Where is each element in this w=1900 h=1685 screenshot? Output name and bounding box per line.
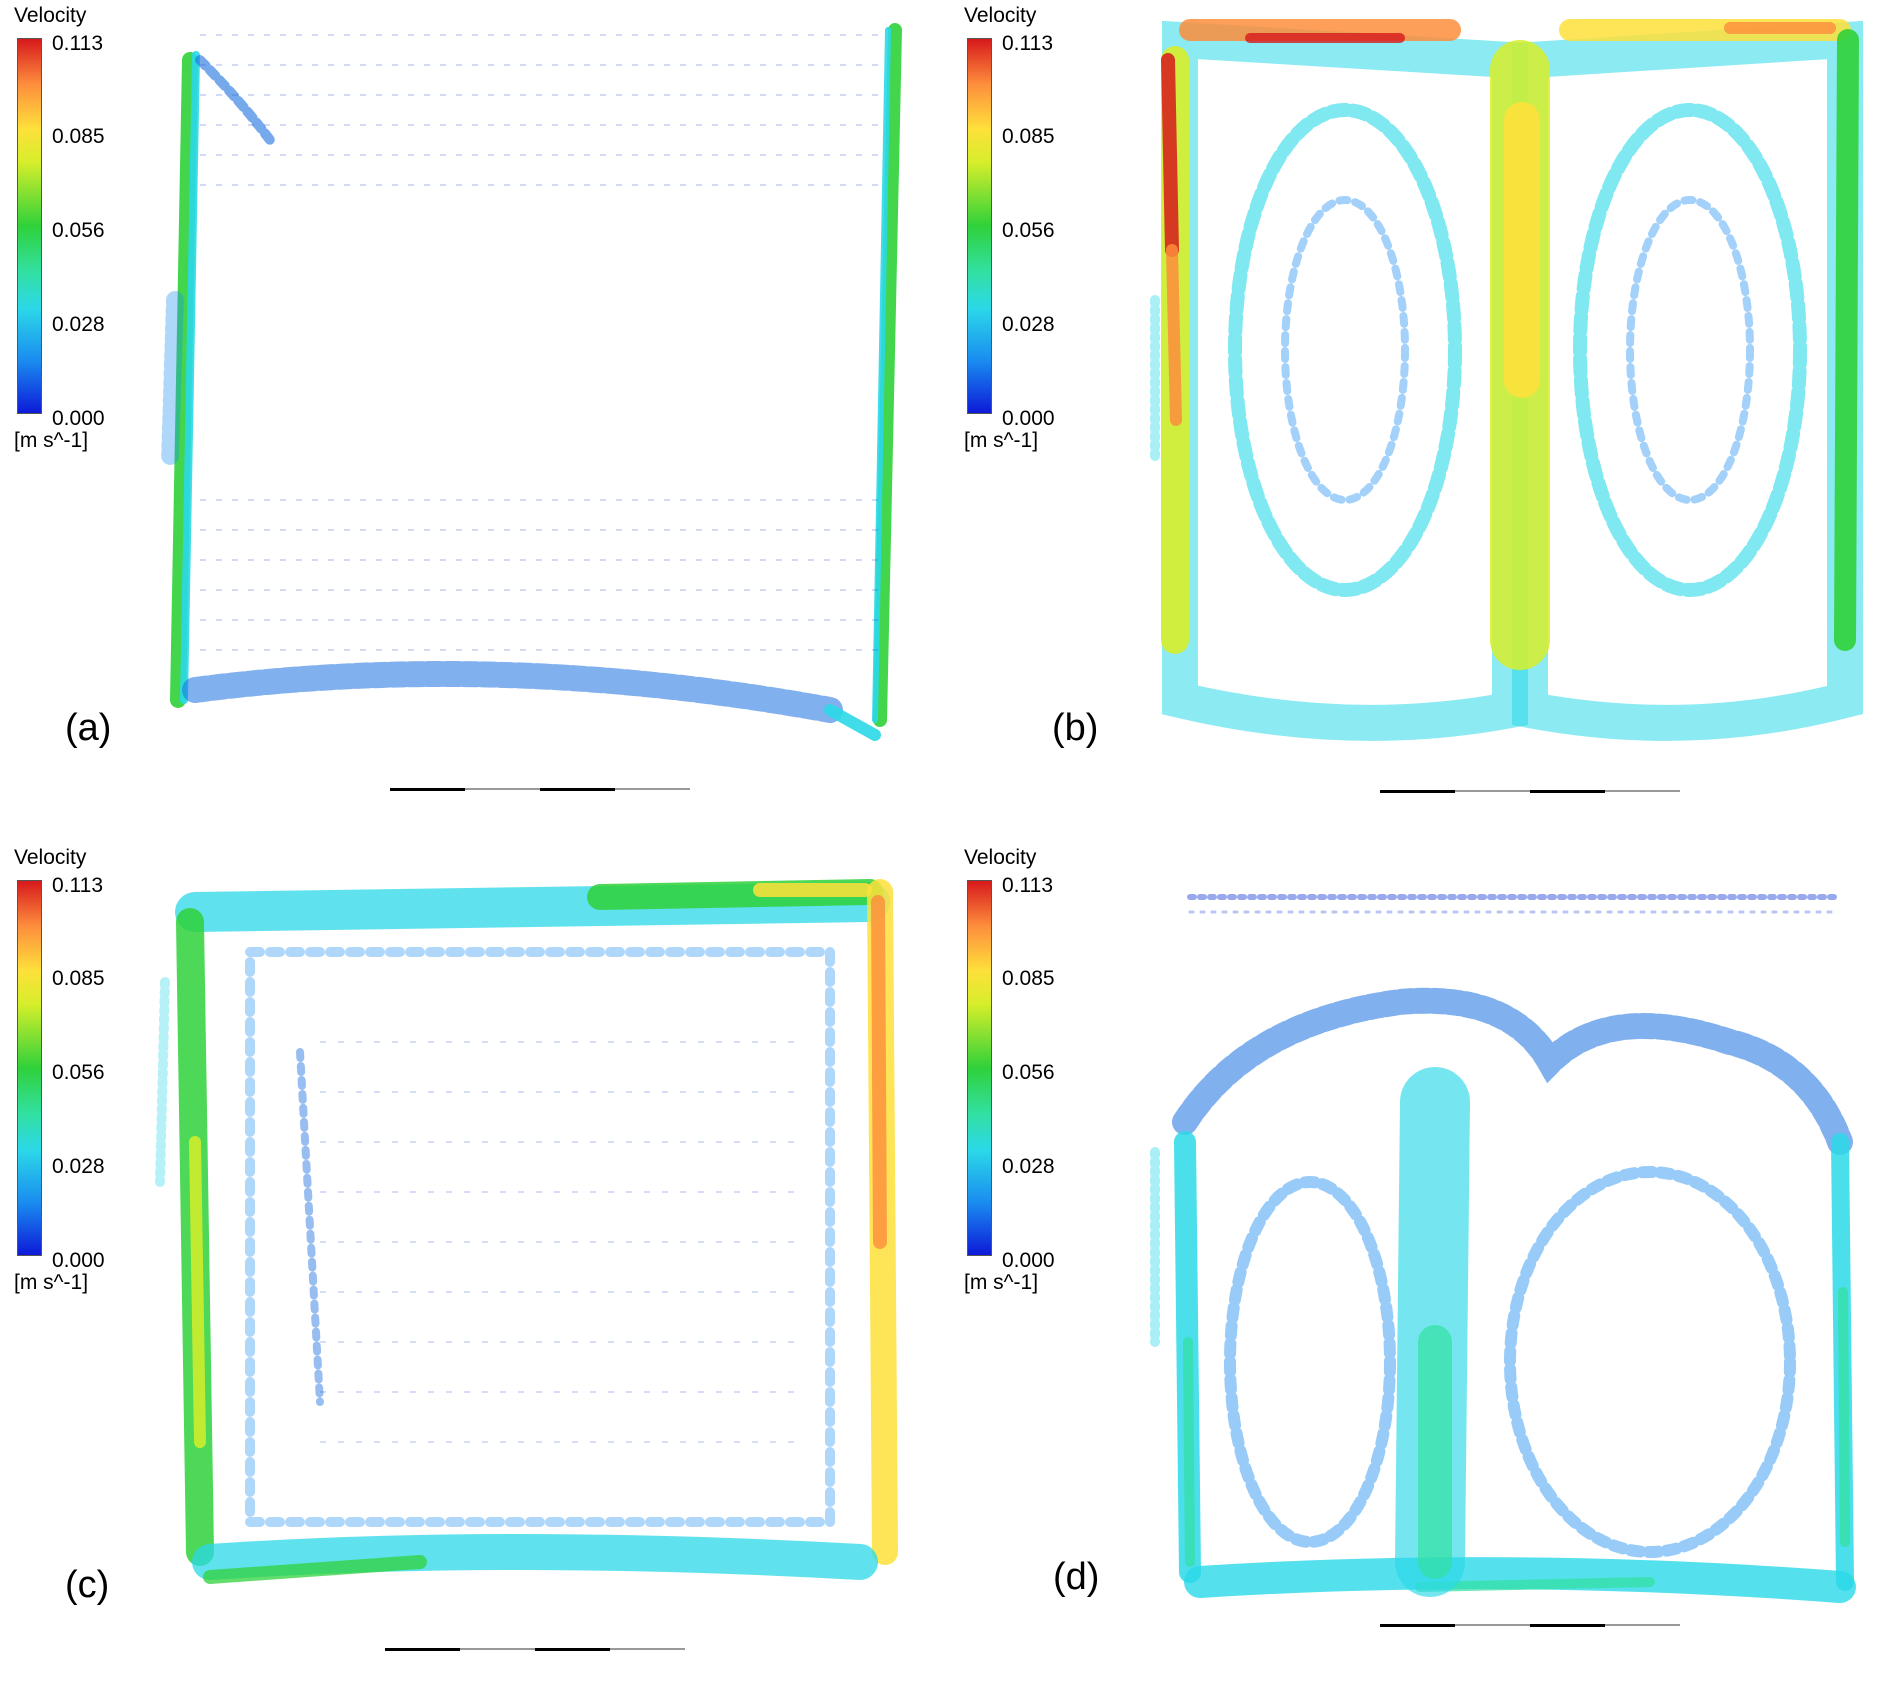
legend-tick-4: 0.028: [1002, 313, 1055, 336]
legend-tick-3: 0.056: [1002, 219, 1055, 242]
panel-a: Velocity 0.113 0.085 0.056 0.028 0.000 […: [0, 0, 950, 842]
panel-d: Velocity 0.113 0.085 0.056 0.028 0.000 […: [950, 842, 1900, 1684]
scale-bar: [1380, 1624, 1680, 1627]
velocity-vector-field: [155, 879, 898, 1584]
weak-flow-region: [200, 34, 880, 651]
legend-tick-4: 0.028: [52, 1155, 105, 1178]
panel-label-d: (d): [1053, 1556, 1100, 1598]
legend-tick-4: 0.028: [1002, 1155, 1055, 1178]
main-flow-bands: [1150, 19, 1863, 741]
velocity-legend: Velocity 0.113 0.085 0.056 0.028 0.000 […: [962, 846, 1122, 1306]
legend-tick-min: 0.000: [1002, 407, 1055, 430]
legend-unit: [m s^-1]: [964, 429, 1039, 452]
legend-tick-max: 0.113: [1002, 32, 1053, 55]
legend-tick-4: 0.028: [52, 313, 105, 336]
legend-tick-min: 0.000: [52, 1249, 105, 1272]
velocity-legend: Velocity 0.113 0.085 0.056 0.028 0.000 […: [12, 846, 172, 1306]
panel-label-a: (a): [65, 707, 112, 749]
legend-tick-2: 0.085: [1002, 967, 1055, 990]
legend-unit: [m s^-1]: [14, 1271, 89, 1294]
legend-tick-3: 0.056: [52, 219, 105, 242]
colorbar: [17, 880, 42, 1256]
main-flow-bands: [155, 879, 898, 1584]
colorbar: [967, 880, 992, 1256]
legend-tick-2: 0.085: [1002, 125, 1055, 148]
main-flow-bands: [161, 23, 902, 741]
weak-flow-region: [320, 1041, 800, 1443]
legend-tick-2: 0.085: [52, 125, 105, 148]
legend-title: Velocity: [964, 846, 1037, 869]
colorbar: [17, 38, 42, 414]
panel-c: Velocity 0.113 0.085 0.056 0.028 0.000 […: [0, 842, 950, 1684]
legend-tick-max: 0.113: [1002, 874, 1053, 897]
legend-unit: [m s^-1]: [964, 1271, 1039, 1294]
panel-label-c: (c): [65, 1564, 110, 1606]
scale-bar: [1380, 790, 1680, 793]
legend-title: Velocity: [14, 846, 87, 869]
panel-b: Velocity 0.113 0.085 0.056 0.028 0.000 […: [950, 0, 1900, 842]
legend-tick-min: 0.000: [52, 407, 105, 430]
legend-tick-min: 0.000: [1002, 1249, 1055, 1272]
velocity-vector-field: [1150, 19, 1863, 741]
main-flow-bands: [1150, 894, 1856, 1603]
legend-tick-2: 0.085: [52, 967, 105, 990]
legend-title: Velocity: [14, 4, 87, 27]
velocity-legend: Velocity 0.113 0.085 0.056 0.028 0.000 […: [962, 4, 1122, 464]
scale-bar: [390, 788, 690, 791]
legend-tick-max: 0.113: [52, 874, 103, 897]
legend-unit: [m s^-1]: [14, 429, 89, 452]
panel-label-b: (b): [1052, 707, 1099, 749]
legend-tick-3: 0.056: [1002, 1061, 1055, 1084]
legend-title: Velocity: [964, 4, 1037, 27]
scale-bar: [385, 1648, 685, 1651]
velocity-legend: Velocity 0.113 0.085 0.056 0.028 0.000 […: [12, 4, 172, 464]
velocity-vector-field: [161, 23, 902, 741]
velocity-vector-field: [1150, 894, 1856, 1603]
colorbar: [967, 38, 992, 414]
legend-tick-max: 0.113: [52, 32, 103, 55]
legend-tick-3: 0.056: [52, 1061, 105, 1084]
